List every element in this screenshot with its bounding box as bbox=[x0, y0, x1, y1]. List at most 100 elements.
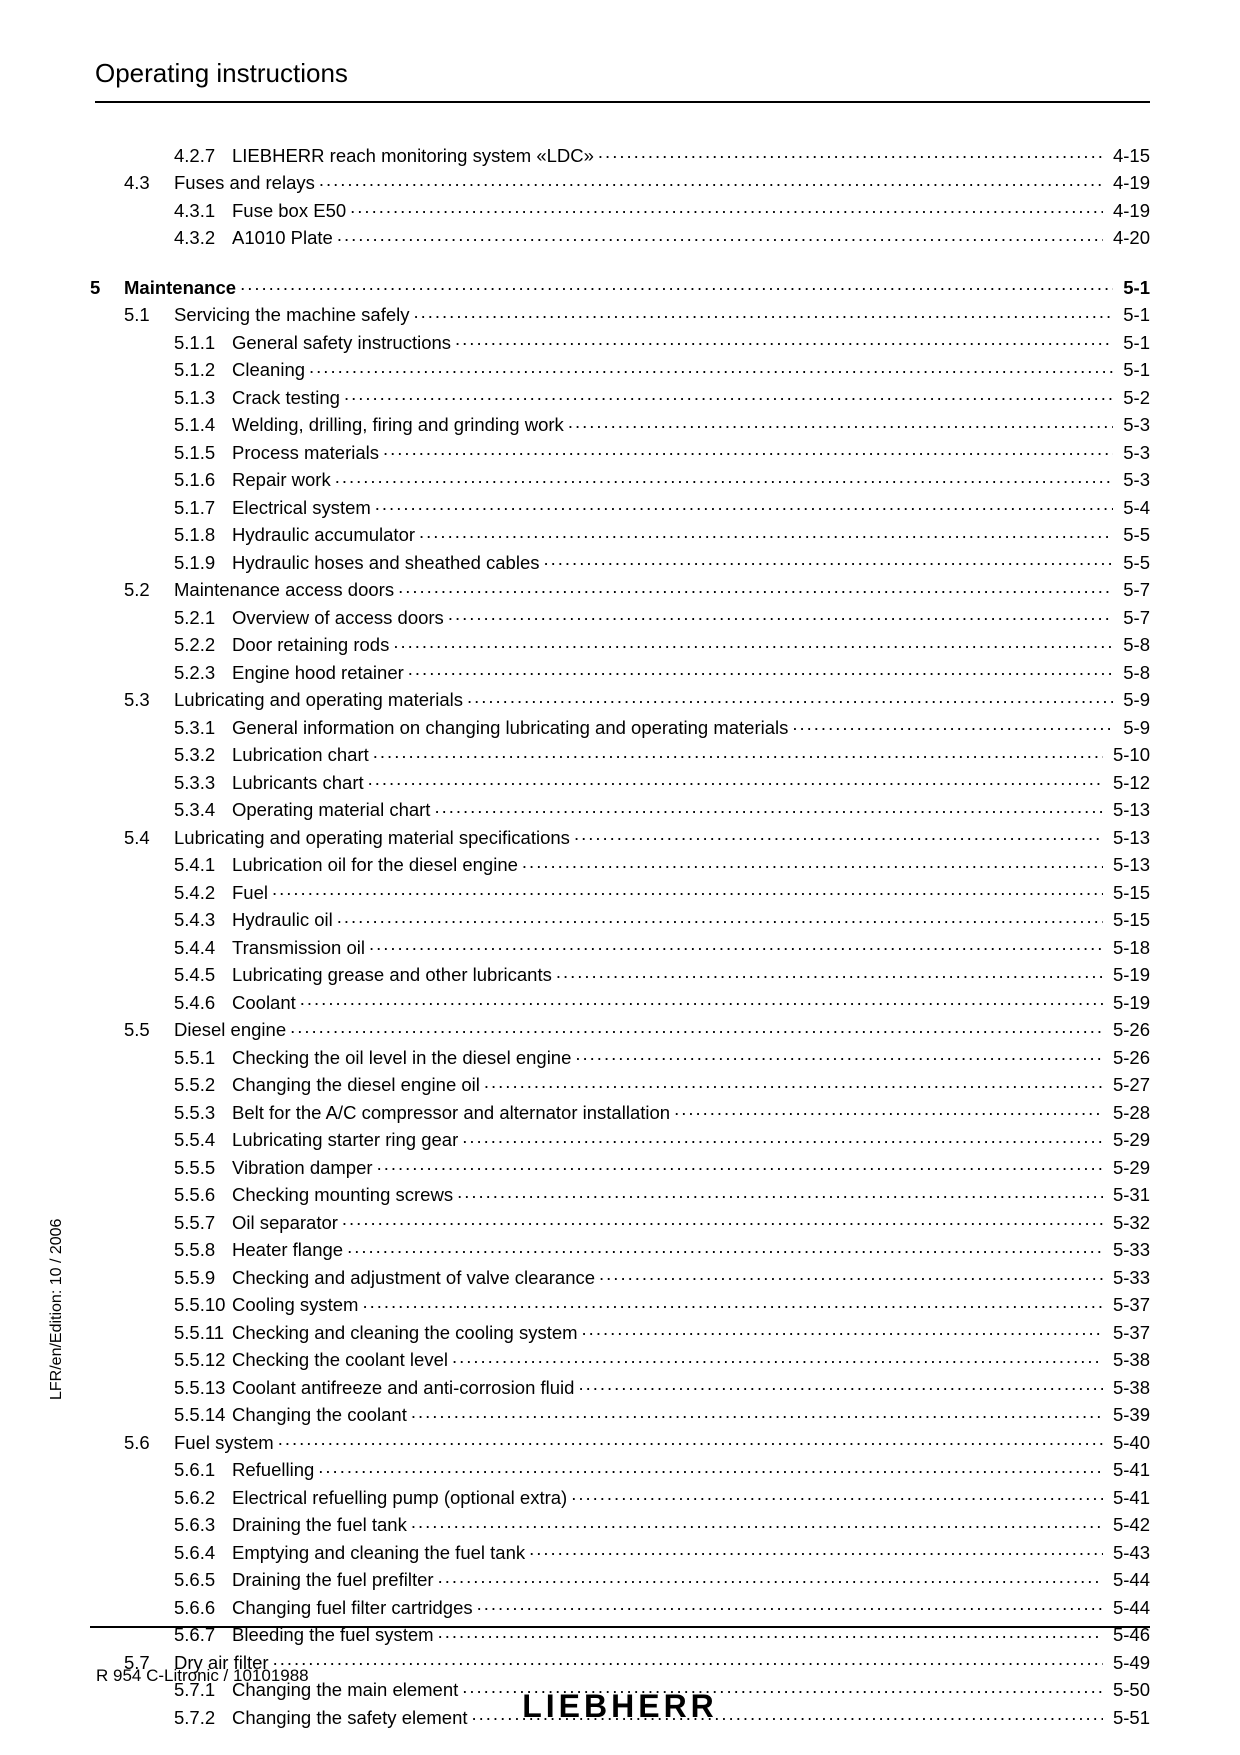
toc-dot-leader bbox=[598, 143, 1103, 162]
toc-row: 5.6Fuel system5-40 bbox=[90, 1430, 1150, 1452]
toc-title: Hydraulic oil bbox=[232, 911, 333, 930]
toc-subsection-number: 5.5.4 bbox=[174, 1131, 232, 1150]
toc-row: 5.4.1Lubrication oil for the diesel engi… bbox=[90, 853, 1150, 875]
toc-title: A1010 Plate bbox=[232, 229, 333, 248]
toc-subsection-number: 5.2.1 bbox=[174, 609, 232, 628]
toc-page-number: 5-19 bbox=[1107, 966, 1150, 985]
toc-page-number: 5-15 bbox=[1107, 884, 1150, 903]
toc-dot-leader bbox=[335, 468, 1114, 487]
toc-title: Coolant bbox=[232, 994, 296, 1013]
toc-row: 5.5.8Heater flange5-33 bbox=[90, 1238, 1150, 1260]
toc-page-number: 5-9 bbox=[1117, 719, 1150, 738]
footer-left-text: R 954 C-Litronic / 10101988 bbox=[96, 1666, 309, 1686]
toc-dot-leader bbox=[383, 440, 1113, 459]
toc-section-number: 5.6 bbox=[124, 1434, 174, 1453]
toc-dot-leader bbox=[300, 990, 1103, 1009]
toc-dot-leader bbox=[318, 1458, 1103, 1477]
toc-subsection-number: 5.3.4 bbox=[174, 801, 232, 820]
toc-dot-leader bbox=[568, 413, 1113, 432]
toc-row: 5.5.5Vibration damper5-29 bbox=[90, 1155, 1150, 1177]
toc-row: 4.3.2A1010 Plate4-20 bbox=[90, 226, 1150, 248]
toc-subsection-number: 5.3.3 bbox=[174, 774, 232, 793]
toc-row: 5.1.4Welding, drilling, firing and grind… bbox=[90, 413, 1150, 435]
toc-title: Lubricating grease and other lubricants bbox=[232, 966, 552, 985]
toc-title: LIEBHERR reach monitoring system «LDC» bbox=[232, 147, 594, 166]
toc-row: 4.3Fuses and relays4-19 bbox=[90, 171, 1150, 193]
toc-subsection-number: 5.2.2 bbox=[174, 636, 232, 655]
toc-dot-leader bbox=[434, 798, 1103, 817]
toc-subsection-number: 5.5.6 bbox=[174, 1186, 232, 1205]
toc-subsection-number: 5.5.2 bbox=[174, 1076, 232, 1095]
toc-page-number: 5-1 bbox=[1117, 334, 1150, 353]
toc-page-number: 5-12 bbox=[1107, 774, 1150, 793]
toc-row: 5.3Lubricating and operating materials5-… bbox=[90, 688, 1150, 710]
toc-subsection-number: 5.1.8 bbox=[174, 526, 232, 545]
toc-row: 5.5.1Checking the oil level in the diese… bbox=[90, 1045, 1150, 1067]
toc-subsection-number: 5.5.11 bbox=[174, 1324, 232, 1343]
toc-title: Checking mounting screws bbox=[232, 1186, 453, 1205]
toc-title: Lubricating and operating materials bbox=[174, 691, 463, 710]
toc-row: 5.5.10Cooling system5-37 bbox=[90, 1293, 1150, 1315]
toc-page-number: 5-3 bbox=[1117, 471, 1150, 490]
toc-dot-leader bbox=[544, 550, 1114, 569]
toc-row: 5.2.2Door retaining rods5-8 bbox=[90, 633, 1150, 655]
toc-dot-leader bbox=[674, 1100, 1103, 1119]
toc-dot-leader bbox=[319, 171, 1103, 190]
toc-subsection-number: 5.4.4 bbox=[174, 939, 232, 958]
toc-page-number: 5-31 bbox=[1107, 1186, 1150, 1205]
toc-title: Cooling system bbox=[232, 1296, 358, 1315]
toc-title: Operating material chart bbox=[232, 801, 430, 820]
toc-subsection-number: 5.5.10 bbox=[174, 1296, 232, 1315]
toc-dot-leader bbox=[273, 1650, 1103, 1669]
toc-subsection-number: 4.3.1 bbox=[174, 202, 232, 221]
toc-row: 5.2Maintenance access doors5-7 bbox=[90, 578, 1150, 600]
toc-title: General information on changing lubricat… bbox=[232, 719, 788, 738]
toc-section-number: 4.3 bbox=[124, 174, 174, 193]
toc-page-number: 5-4 bbox=[1117, 499, 1150, 518]
toc-page-number: 5-29 bbox=[1107, 1131, 1150, 1150]
toc-title: Refuelling bbox=[232, 1461, 314, 1480]
toc-title: Crack testing bbox=[232, 389, 340, 408]
toc-row: 5.5.2Changing the diesel engine oil5-27 bbox=[90, 1073, 1150, 1095]
toc-row: 4.2.7LIEBHERR reach monitoring system «L… bbox=[90, 143, 1150, 165]
toc-row: 5.6.2Electrical refuelling pump (optiona… bbox=[90, 1485, 1150, 1507]
toc-page-number: 5-32 bbox=[1107, 1214, 1150, 1233]
toc-title: Checking and cleaning the cooling system bbox=[232, 1324, 578, 1343]
toc-section-number: 5.2 bbox=[124, 581, 174, 600]
toc-subsection-number: 5.4.1 bbox=[174, 856, 232, 875]
toc-page-number: 5-9 bbox=[1117, 691, 1150, 710]
toc-subsection-number: 5.7.2 bbox=[174, 1709, 232, 1728]
toc-page-number: 5-44 bbox=[1107, 1599, 1150, 1618]
toc-page-number: 5-49 bbox=[1107, 1654, 1150, 1673]
toc-title: Fuel bbox=[232, 884, 268, 903]
toc-dot-leader bbox=[413, 303, 1113, 322]
toc-subsection-number: 4.3.2 bbox=[174, 229, 232, 248]
toc-row: 5.1.5Process materials5-3 bbox=[90, 440, 1150, 462]
toc-row: 5.4.4Transmission oil5-18 bbox=[90, 935, 1150, 957]
toc-row: 5.4.5Lubricating grease and other lubric… bbox=[90, 963, 1150, 985]
toc-title: Fuse box E50 bbox=[232, 202, 346, 221]
toc-dot-leader bbox=[462, 1128, 1103, 1147]
toc-page-number: 5-38 bbox=[1107, 1351, 1150, 1370]
toc-subsection-number: 5.1.3 bbox=[174, 389, 232, 408]
toc-row: 5.4.6Coolant5-19 bbox=[90, 990, 1150, 1012]
toc-dot-leader bbox=[368, 770, 1103, 789]
toc-dot-leader bbox=[350, 198, 1103, 217]
page: Operating instructions 4.2.7LIEBHERR rea… bbox=[0, 0, 1240, 1755]
toc-title: Draining the fuel prefilter bbox=[232, 1571, 434, 1590]
toc-subsection-number: 5.1.1 bbox=[174, 334, 232, 353]
toc-title: Hydraulic hoses and sheathed cables bbox=[232, 554, 540, 573]
toc-row: 5.1Servicing the machine safely5-1 bbox=[90, 303, 1150, 325]
toc-title: Transmission oil bbox=[232, 939, 365, 958]
toc-dot-leader bbox=[438, 1568, 1103, 1587]
toc-row: 5.5.13Coolant antifreeze and anti-corros… bbox=[90, 1375, 1150, 1397]
toc-row: 5.1.8Hydraulic accumulator5-5 bbox=[90, 523, 1150, 545]
toc-title: Hydraulic accumulator bbox=[232, 526, 415, 545]
toc-title: Changing the coolant bbox=[232, 1406, 407, 1425]
toc-page-number: 4-15 bbox=[1107, 147, 1150, 166]
table-of-contents: 4.2.7LIEBHERR reach monitoring system «L… bbox=[90, 143, 1150, 1727]
toc-row: 5.5Diesel engine5-26 bbox=[90, 1018, 1150, 1040]
toc-page-number: 4-19 bbox=[1107, 202, 1150, 221]
toc-row: 5.4Lubricating and operating material sp… bbox=[90, 825, 1150, 847]
page-header: Operating instructions bbox=[95, 58, 1150, 103]
